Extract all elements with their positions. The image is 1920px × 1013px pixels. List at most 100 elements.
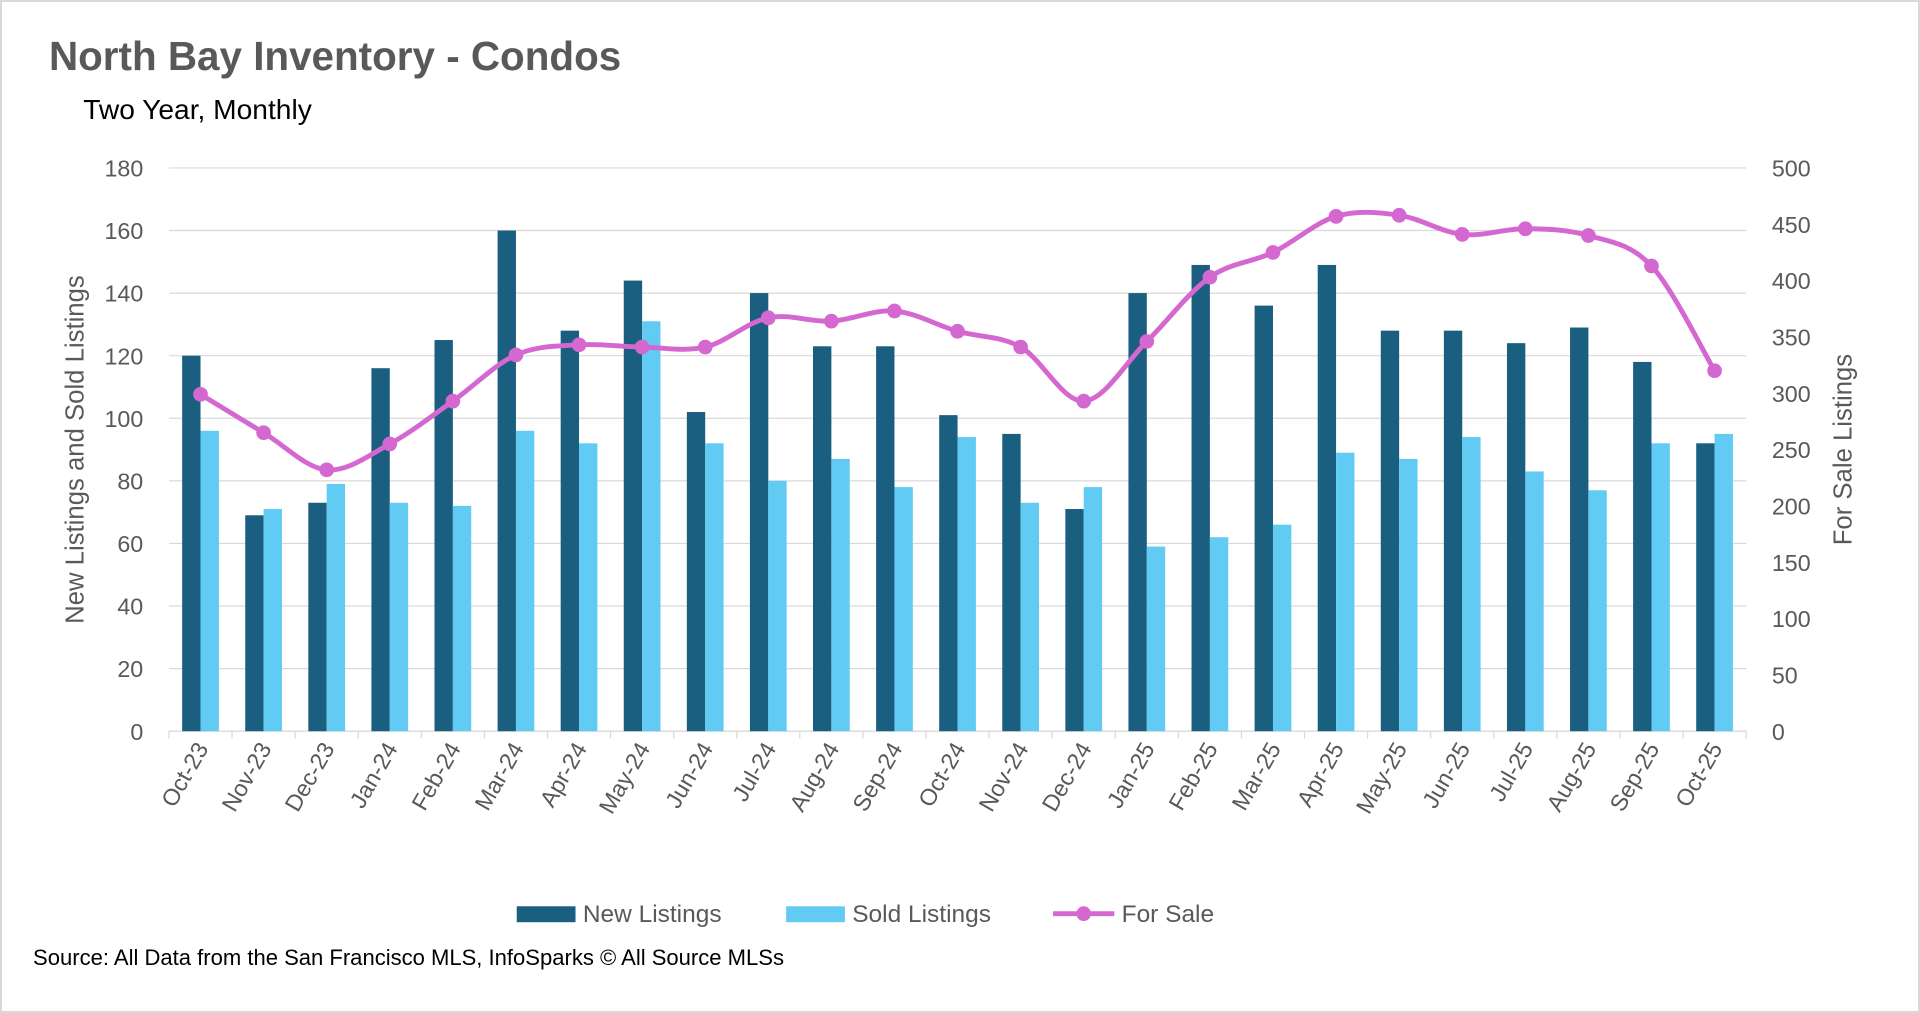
bar-new-listings: [308, 502, 327, 732]
bar-sold-listings: [1588, 490, 1607, 732]
point-for-sale: [1139, 334, 1155, 349]
point-for-sale: [1265, 245, 1281, 260]
bar-new-listings: [497, 230, 516, 732]
x-tick-label: Dec-24: [1037, 738, 1097, 816]
bar-sold-listings: [894, 487, 913, 732]
x-tick-label: Mar-24: [470, 738, 529, 815]
point-for-sale: [1454, 227, 1470, 242]
point-for-sale: [508, 347, 524, 363]
bar-new-listings: [1128, 293, 1147, 732]
point-for-sale: [634, 339, 650, 355]
point-for-sale: [1013, 339, 1028, 355]
bar-sold-listings: [1336, 452, 1355, 732]
y2-tick-label: 500: [1772, 156, 1811, 182]
bar-sold-listings: [642, 321, 661, 732]
bar-new-listings: [1317, 264, 1337, 732]
bar-sold-listings: [1146, 546, 1166, 732]
bar-sold-listings: [1272, 524, 1292, 732]
y2-tick-label: 450: [1772, 212, 1811, 238]
bar-new-listings: [1443, 330, 1463, 732]
point-for-sale: [1076, 393, 1092, 409]
bar-sold-listings: [1714, 433, 1733, 732]
legend-label-new-listings: New Listings: [583, 901, 722, 928]
x-tick-label: Sep-25: [1604, 738, 1664, 816]
bar-sold-listings: [1083, 487, 1103, 732]
x-tick-label: May-25: [1351, 738, 1412, 818]
bar-sold-listings: [452, 505, 472, 732]
bar-sold-listings: [515, 430, 535, 732]
x-tick-label: Apr-25: [1292, 738, 1349, 811]
x-tick-label: Dec-23: [280, 738, 340, 816]
point-for-sale: [445, 393, 461, 409]
bar-new-listings: [1633, 361, 1652, 732]
point-for-sale: [887, 303, 902, 319]
y-tick-label: 80: [117, 468, 143, 494]
bar-sold-listings: [1651, 443, 1670, 732]
point-for-sale: [193, 387, 208, 402]
y2-tick-label: 50: [1772, 662, 1798, 688]
bar-sold-listings: [957, 437, 976, 732]
bar-new-listings: [371, 368, 390, 732]
bar-new-listings: [1696, 443, 1715, 732]
bar-sold-listings: [1399, 458, 1418, 732]
bar-sold-listings: [831, 458, 850, 732]
point-for-sale: [950, 323, 965, 339]
x-tick-label: Nov-23: [217, 738, 277, 816]
bar-new-listings: [1506, 343, 1526, 732]
x-tick-label: Aug-24: [784, 738, 844, 816]
y2-tick-label: 150: [1772, 550, 1811, 576]
legend-swatch-new-listings: [516, 906, 576, 923]
bar-new-listings: [1570, 327, 1589, 732]
x-tick-label: Feb-25: [1163, 738, 1222, 815]
point-for-sale: [824, 313, 839, 329]
x-tick-label: Jan-24: [345, 738, 403, 813]
bar-new-listings: [1065, 509, 1084, 732]
x-tick-label: Oct-23: [156, 738, 213, 811]
bar-new-listings: [813, 346, 832, 732]
y-tick-label: 160: [104, 218, 143, 244]
point-for-sale: [1517, 221, 1533, 237]
x-tick-label: May-24: [594, 738, 655, 818]
x-tick-label: Jul-24: [727, 738, 781, 806]
y2-tick-label: 350: [1772, 324, 1811, 350]
y-tick-label: 180: [104, 156, 143, 182]
y2-tick-label: 300: [1772, 381, 1811, 407]
x-tick-label: Oct-24: [913, 738, 970, 811]
y-axis-label: New Listings and Sold Listings: [61, 275, 89, 624]
y2-tick-label: 200: [1772, 493, 1811, 519]
y-tick-label: 60: [117, 531, 143, 557]
y-tick-label: 40: [117, 594, 143, 620]
bar-new-listings: [434, 340, 453, 732]
bar-new-listings: [939, 415, 958, 732]
bar-new-listings: [1254, 305, 1273, 732]
bar-new-listings: [560, 330, 580, 732]
x-tick-label: Jun-24: [660, 738, 718, 813]
y-tick-label: 0: [130, 719, 143, 745]
x-tick-label: Jan-25: [1102, 738, 1160, 813]
bar-sold-listings: [326, 483, 346, 732]
x-tick-label: Jun-25: [1417, 738, 1475, 813]
x-tick-label: Nov-24: [974, 738, 1034, 816]
x-tick-label: Oct-25: [1670, 738, 1727, 811]
legend-label-sold-listings: Sold Listings: [852, 901, 991, 928]
point-for-sale: [1391, 207, 1407, 223]
bar-sold-listings: [1462, 437, 1481, 732]
bar-new-listings: [1380, 330, 1400, 732]
x-tick-label: Jul-25: [1484, 738, 1538, 806]
y2-tick-label: 250: [1772, 437, 1811, 463]
bar-sold-listings: [1209, 537, 1229, 732]
y2-tick-label: 400: [1772, 268, 1811, 294]
bar-sold-listings: [200, 430, 219, 732]
x-tick-label: Feb-24: [406, 738, 465, 815]
bar-new-listings: [876, 346, 895, 732]
bar-sold-listings: [389, 502, 409, 732]
point-for-sale: [382, 436, 398, 452]
legend: New Listings Sold Listings For Sale: [516, 901, 1214, 928]
bar-sold-listings: [579, 443, 598, 732]
x-tick-label: Sep-24: [847, 738, 907, 816]
point-for-sale: [1202, 269, 1218, 285]
bar-sold-listings: [1525, 471, 1544, 732]
y-tick-label: 140: [104, 281, 143, 307]
bar-sold-listings: [263, 509, 282, 732]
bar-new-listings: [245, 515, 264, 732]
